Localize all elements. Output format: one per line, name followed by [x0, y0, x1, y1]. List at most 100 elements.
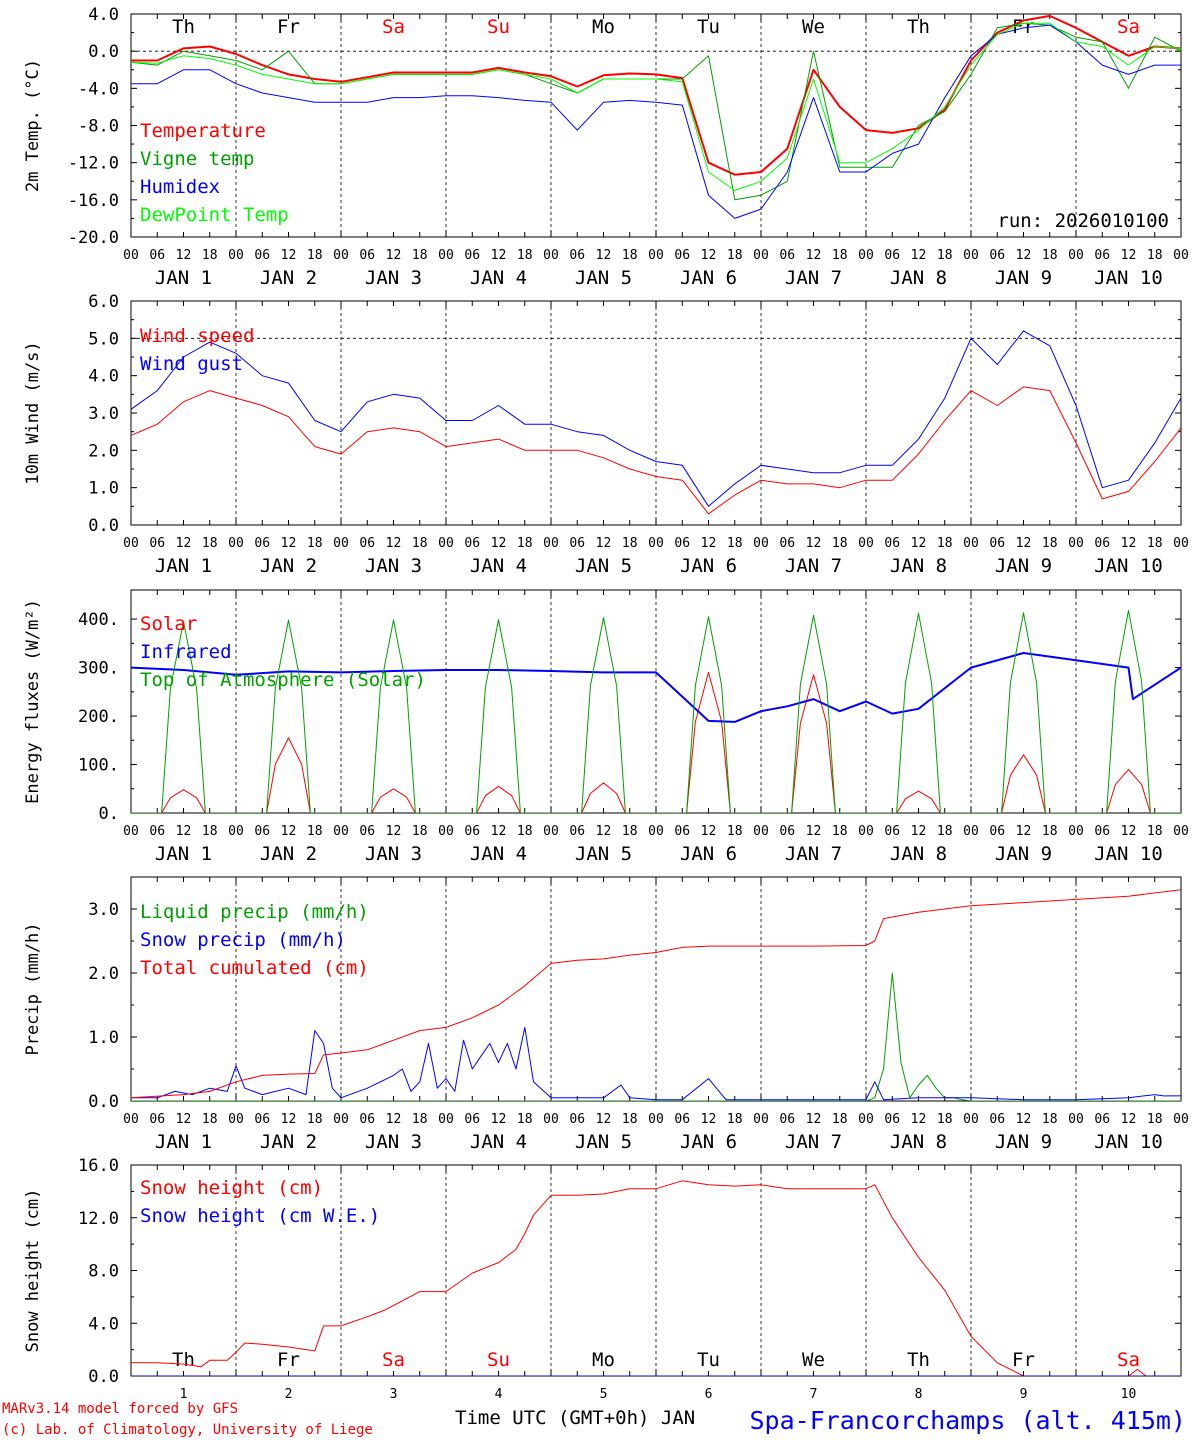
date-label: JAN 10 — [1094, 843, 1163, 865]
legend-entry: Solar — [140, 613, 197, 635]
hour-tick-label: 18 — [622, 1112, 638, 1127]
hour-tick-label: 06 — [989, 1112, 1005, 1127]
date-label: JAN 9 — [995, 843, 1052, 865]
hour-tick-label: 18 — [832, 824, 848, 839]
series-line-dewpoint-temp — [131, 22, 1181, 191]
legend-entry: Liquid precip (mm/h) — [140, 901, 369, 923]
hour-tick-label: 06 — [149, 248, 165, 263]
hour-tick-label: 18 — [412, 248, 428, 263]
hour-tick-label: 18 — [937, 824, 953, 839]
hour-tick-label: 18 — [1147, 248, 1163, 263]
y-tick-label: 4.0 — [88, 5, 119, 25]
hour-tick-label: 00 — [1068, 536, 1084, 551]
legend-entry: Total cumulated (cm) — [140, 957, 369, 979]
hour-tick-label: 12 — [491, 1112, 507, 1127]
hour-tick-label: 00 — [1173, 536, 1189, 551]
hour-tick-label: 00 — [333, 248, 349, 263]
date-label: JAN 4 — [470, 267, 527, 289]
station-title: Spa-Francorchamps (alt. 415m) — [750, 1406, 1187, 1435]
weekday-label: Fr — [1012, 1349, 1035, 1371]
hour-tick-label: 12 — [806, 536, 822, 551]
date-label: JAN 4 — [470, 555, 527, 577]
legend-entry: Snow height (cm) — [140, 1177, 323, 1199]
date-label: JAN 7 — [785, 1131, 842, 1153]
y-tick-label: 6.0 — [88, 292, 119, 312]
hour-tick-label: 06 — [1094, 1112, 1110, 1127]
hour-tick-label: 06 — [149, 1112, 165, 1127]
weekday-label: Fr — [277, 16, 300, 38]
hour-tick-label: 00 — [648, 824, 664, 839]
series-group — [131, 14, 1181, 219]
weekday-label: Fr — [1012, 16, 1035, 38]
hour-tick-label: 12 — [491, 536, 507, 551]
hour-tick-label: 18 — [202, 248, 218, 263]
hour-tick-label: 06 — [254, 1112, 270, 1127]
date-label: JAN 1 — [155, 555, 212, 577]
date-label: JAN 5 — [575, 1131, 632, 1153]
hour-tick-label: 06 — [359, 248, 375, 263]
hour-tick-label: 00 — [858, 824, 874, 839]
y-axis-label: Precip (mm/h) — [23, 922, 43, 1055]
hour-tick-label: 06 — [884, 1112, 900, 1127]
weekday-label: Sa — [1117, 16, 1140, 38]
hour-tick-label: 00 — [228, 536, 244, 551]
hour-tick-label: 18 — [412, 536, 428, 551]
y-tick-label: -12.0 — [68, 154, 119, 174]
hour-tick-label: 12 — [1121, 536, 1137, 551]
hour-tick-label: 18 — [307, 824, 323, 839]
hour-tick-label: 06 — [989, 248, 1005, 263]
date-label: JAN 10 — [1094, 267, 1163, 289]
series-line-humidex — [131, 24, 1181, 219]
hour-tick-label: 12 — [176, 248, 192, 263]
hour-tick-label: 12 — [491, 248, 507, 263]
hour-tick-label: 12 — [176, 1112, 192, 1127]
date-label: JAN 6 — [680, 555, 737, 577]
hour-tick-label: 06 — [359, 824, 375, 839]
hour-tick-label: 12 — [386, 536, 402, 551]
hour-tick-label: 00 — [543, 1112, 559, 1127]
hour-tick-label: 18 — [1042, 824, 1058, 839]
date-label: JAN 4 — [470, 1131, 527, 1153]
x-axis-label: Time UTC (GMT+0h) JAN — [455, 1407, 695, 1429]
day-number-label: 4 — [495, 1387, 503, 1402]
hour-tick-label: 00 — [963, 248, 979, 263]
series-line-wind-speed — [131, 386, 1181, 515]
hour-tick-label: 18 — [202, 1112, 218, 1127]
hour-tick-label: 00 — [858, 248, 874, 263]
hour-tick-label: 00 — [123, 536, 139, 551]
hour-tick-label: 18 — [937, 1112, 953, 1127]
hour-tick-label: 12 — [911, 1112, 927, 1127]
hour-tick-label: 06 — [569, 248, 585, 263]
weekday-label: We — [802, 1349, 825, 1371]
hour-tick-label: 00 — [963, 536, 979, 551]
hour-tick-label: 18 — [622, 824, 638, 839]
hour-tick-label: 12 — [1016, 536, 1032, 551]
hour-tick-label: 12 — [806, 248, 822, 263]
hour-tick-label: 06 — [1094, 536, 1110, 551]
y-tick-label: 2.0 — [88, 441, 119, 461]
y-tick-label: 0.0 — [88, 516, 119, 536]
date-label: JAN 1 — [155, 843, 212, 865]
y-tick-label: 4.0 — [88, 367, 119, 387]
hour-tick-label: 18 — [517, 1112, 533, 1127]
date-label: JAN 5 — [575, 267, 632, 289]
date-label: JAN 2 — [260, 1131, 317, 1153]
hour-tick-label: 18 — [1147, 824, 1163, 839]
hour-tick-label: 18 — [307, 248, 323, 263]
hour-tick-label: 06 — [884, 248, 900, 263]
hour-tick-label: 06 — [674, 248, 690, 263]
hour-tick-label: 00 — [438, 248, 454, 263]
day-number-label: 9 — [1020, 1387, 1028, 1402]
date-label: JAN 8 — [890, 267, 947, 289]
legend-entry: DewPoint Temp — [140, 204, 289, 226]
date-label: JAN 5 — [575, 555, 632, 577]
day-number-label: 6 — [705, 1387, 713, 1402]
y-tick-label: -20.0 — [68, 228, 119, 248]
hour-tick-label: 12 — [911, 536, 927, 551]
y-tick-label: 0. — [99, 804, 119, 824]
date-label: JAN 7 — [785, 267, 842, 289]
date-label: JAN 8 — [890, 555, 947, 577]
chart-wind: 6.0 5.0 4.0 3.0 2.0 1.0 0.0 10m Wind (m/s) 00 06 1… — [23, 292, 1189, 577]
hour-tick-label: 00 — [123, 824, 139, 839]
y-axis-label: Snow height (cm) — [23, 1189, 43, 1353]
